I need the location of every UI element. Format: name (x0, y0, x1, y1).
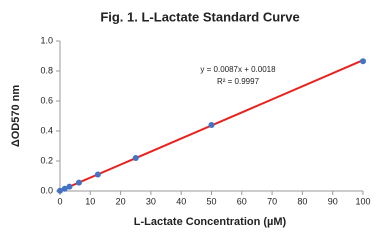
x-tick-label: 60 (237, 196, 247, 206)
y-tick-label: 1.0 (40, 35, 53, 45)
y-tick-label: 0.6 (40, 95, 53, 105)
x-tick-label: 100 (355, 196, 370, 206)
data-point (208, 122, 215, 128)
r-squared: R² = 0.9997 (217, 77, 260, 86)
data-point (66, 183, 73, 190)
x-tick-label: 0 (57, 196, 62, 206)
x-tick-label: 30 (146, 196, 156, 206)
x-tick-label: 80 (297, 196, 307, 206)
y-axis-label: ΔOD570 nm (10, 85, 22, 148)
x-tick-label: 50 (206, 196, 216, 206)
chart: Fig. 1. L-Lactate Standard Curve L-Lacta… (10, 9, 371, 228)
x-tick-label: 90 (328, 196, 338, 206)
y-tick-label: 0.2 (40, 155, 53, 165)
x-axis-label: L-Lactate Concentration (µM) (134, 216, 287, 228)
data-point (94, 171, 101, 178)
chart-title: Fig. 1. L-Lactate Standard Curve (100, 9, 299, 24)
x-tick-label: 20 (116, 196, 126, 206)
y-tick-label: 0.8 (40, 65, 53, 75)
data-point (75, 179, 82, 186)
data-point (132, 155, 139, 161)
equation: y = 0.0087x + 0.0018 (200, 65, 276, 74)
x-tick-label: 10 (85, 196, 95, 206)
data-point (360, 58, 366, 65)
y-tick-label: 0.4 (40, 125, 53, 135)
data-point (57, 187, 63, 194)
data-point (61, 185, 68, 192)
y-tick-label: 0.0 (40, 185, 53, 195)
x-tick-label: 70 (267, 196, 277, 206)
x-tick-label: 40 (176, 196, 186, 206)
